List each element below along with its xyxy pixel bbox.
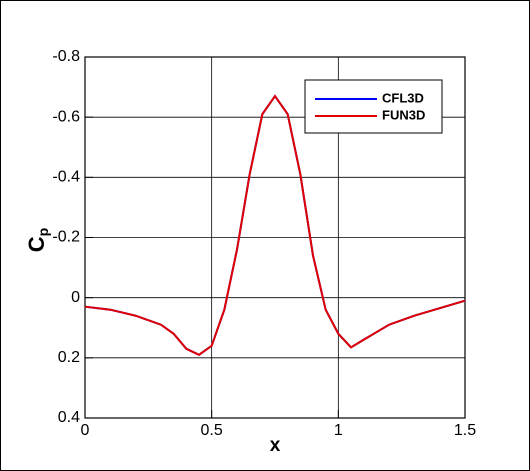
- y-tick-label: -0.4: [52, 169, 80, 186]
- y-tick-label: 0.4: [58, 409, 80, 426]
- y-tick-label: -0.6: [52, 108, 80, 125]
- y-tick-label: -0.8: [52, 48, 80, 65]
- y-axis-label-main: C: [24, 236, 49, 252]
- y-axis-label-sub: p: [35, 228, 51, 237]
- legend-label: FUN3D: [382, 107, 425, 122]
- y-tick-label: -0.2: [52, 229, 80, 246]
- y-axis-label: Cp: [24, 228, 51, 252]
- x-tick-label: 0.5: [201, 422, 223, 439]
- x-tick-label: 0: [81, 422, 90, 439]
- series-line: [84, 94, 466, 356]
- x-axis-label: x: [270, 435, 281, 456]
- plot-frame: [84, 56, 466, 419]
- legend-box: [304, 79, 443, 134]
- y-tick-label: 0: [71, 289, 80, 306]
- x-tick-label: 1.5: [454, 422, 476, 439]
- legend-label: CFL3D: [382, 90, 424, 105]
- y-tick-label: 0.2: [58, 349, 80, 366]
- x-tick-label: 1: [334, 422, 343, 439]
